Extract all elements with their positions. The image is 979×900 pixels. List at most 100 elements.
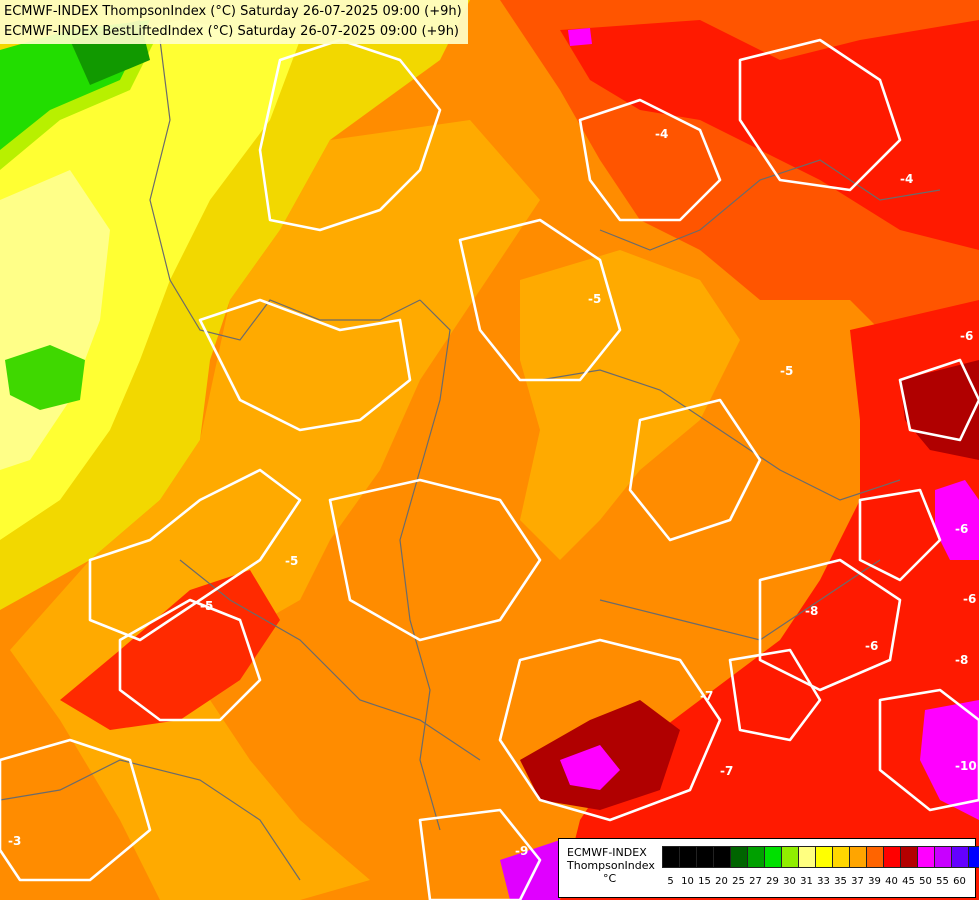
contour-label: -10 [955, 759, 977, 773]
contour-line-17 [898, 358, 979, 442]
contour-line-10 [858, 488, 942, 582]
contour-line-3 [88, 468, 302, 642]
contour-label: -4 [900, 172, 913, 186]
legend-title: ECMWF-INDEX ThompsonIndex °C [567, 846, 655, 885]
magenta-patch-east-2 [920, 700, 979, 820]
legend-swatch [900, 846, 918, 868]
border-line-2 [399, 299, 451, 831]
contour-label: -7 [700, 689, 713, 703]
border-line-6 [0, 759, 301, 881]
color-legend: ECMWF-INDEX ThompsonIndex °C 5 10 15 20 25 27… [558, 838, 979, 898]
contour-label: -9 [515, 844, 528, 858]
legend-tick-label: 20 [715, 876, 728, 887]
contour-label: -5 [285, 554, 298, 568]
legend-swatch [917, 846, 935, 868]
contour-line-16 [418, 808, 542, 900]
contour-label: -6 [960, 329, 973, 343]
legend-parameter: ThompsonIndex [567, 859, 655, 872]
legend-tick-label: 50 [919, 876, 932, 887]
legend-tick-label: 39 [868, 876, 881, 887]
country-borders [0, 39, 941, 881]
legend-swatch [815, 846, 833, 868]
legend-swatch [730, 846, 748, 868]
legend-swatch [696, 846, 714, 868]
legend-swatch [866, 846, 884, 868]
legend-swatch [662, 846, 680, 868]
contour-label: -8 [805, 604, 818, 618]
best-lifted-index-contours [0, 38, 979, 900]
legend-swatch [798, 846, 816, 868]
legend-tick-label: 15 [698, 876, 711, 887]
dark-red-east [900, 360, 979, 460]
legend-swatch [832, 846, 850, 868]
legend-tick-label: 31 [800, 876, 813, 887]
border-line-3 [599, 159, 941, 251]
border-line-5 [179, 559, 481, 761]
contour-line-4 [118, 598, 262, 722]
contour-line-9 [758, 558, 902, 692]
legend-tick-label: 10 [681, 876, 694, 887]
legend-tick-label: 40 [885, 876, 898, 887]
legend-swatch [781, 846, 799, 868]
title-line-thompson: ECMWF-INDEX ThompsonIndex (°C) Saturday … [4, 4, 462, 19]
legend-tick-label: 30 [783, 876, 796, 887]
legend-tick-label: 55 [936, 876, 949, 887]
contour-line-11 [498, 638, 722, 822]
legend-tick-label: 33 [817, 876, 830, 887]
border-line-4 [539, 369, 901, 501]
contour-label: -6 [955, 522, 968, 536]
magenta-patch-east-1 [935, 480, 979, 560]
legend-tick-label: 27 [749, 876, 762, 887]
red-region-southwest [60, 570, 280, 730]
legend-swatch [747, 846, 765, 868]
contour-line-7 [738, 38, 902, 192]
legend-swatch [849, 846, 867, 868]
title-line-lifted: ECMWF-INDEX BestLiftedIndex (°C) Saturda… [4, 24, 459, 39]
magenta-patch-north [568, 28, 592, 46]
contour-line-2 [198, 298, 412, 432]
legend-ticks: 5 10 15 20 25 27 29 30 31 33 35 37 39 40 45 50 55 60 [662, 876, 968, 887]
legend-model: ECMWF-INDEX [567, 846, 647, 859]
map-title: ECMWF-INDEX ThompsonIndex (°C) Saturday … [0, 0, 468, 44]
contour-line-12 [728, 648, 822, 742]
green-patch-west [5, 345, 85, 410]
contour-line-14 [328, 478, 542, 642]
contour-label: -3 [8, 834, 21, 848]
legend-tick-label: 45 [902, 876, 915, 887]
border-line-1 [149, 39, 421, 341]
legend-swatch [713, 846, 731, 868]
contour-line-1 [258, 38, 442, 232]
legend-tick-label: 35 [834, 876, 847, 887]
contour-label: -4 [655, 127, 668, 141]
contour-label: -6 [865, 639, 878, 653]
contour-label: -6 [963, 592, 976, 606]
contour-label: -7 [720, 764, 733, 778]
legend-swatches [662, 846, 979, 868]
legend-tick-label: 5 [667, 876, 674, 887]
legend-tick-label: 29 [766, 876, 779, 887]
contour-line-8 [628, 398, 762, 542]
legend-swatch [679, 846, 697, 868]
contour-line-13 [878, 688, 979, 812]
contour-label: -5 [200, 599, 213, 613]
contour-labels: -4 -4 -5 -5 -5 -6 -6 -5 -6 -6 -8 -7 -9 -… [8, 127, 977, 858]
contour-label: -5 [780, 364, 793, 378]
legend-swatch [764, 846, 782, 868]
contour-label: -5 [588, 292, 601, 306]
contour-line-15 [0, 738, 152, 882]
contour-label: -8 [955, 653, 968, 667]
contour-line-5 [458, 218, 622, 382]
legend-swatch [934, 846, 952, 868]
legend-unit: °C [603, 872, 617, 885]
magenta-patch-south [560, 745, 620, 790]
legend-swatch [951, 846, 969, 868]
legend-swatch [968, 846, 979, 868]
legend-swatch [883, 846, 901, 868]
contour-line-6 [578, 98, 722, 222]
light-orange-central [520, 250, 740, 560]
legend-tick-label: 25 [732, 876, 745, 887]
legend-tick-label: 37 [851, 876, 864, 887]
bright-yellow-region [0, 20, 300, 540]
